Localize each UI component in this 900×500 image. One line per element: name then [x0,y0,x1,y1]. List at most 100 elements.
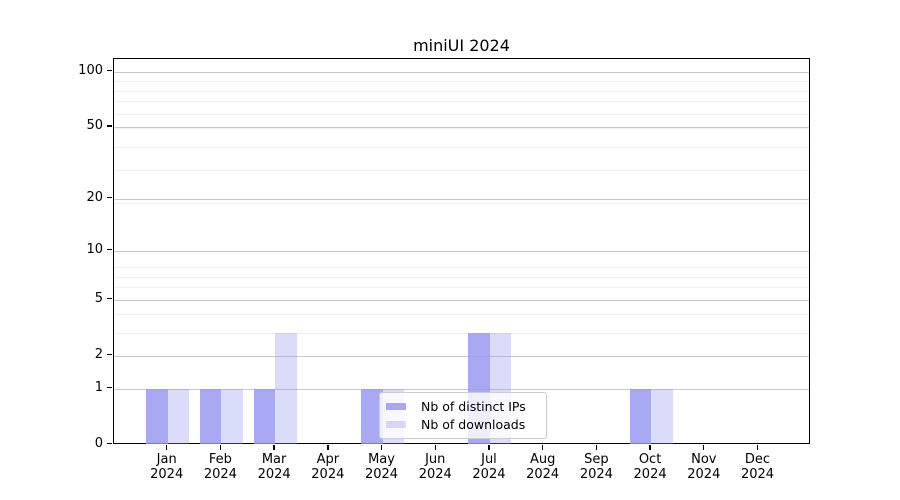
major-gridline [114,71,809,73]
bar-downloads [275,332,297,445]
x-tick-year: 2024 [687,466,721,482]
x-tick [273,444,275,450]
legend-swatch-downloads [386,420,406,428]
minor-gridline [114,202,809,204]
bar-distinct-ips [629,388,652,445]
x-tick-month: May [368,452,395,467]
major-gridline [114,355,809,357]
x-tick [649,444,651,450]
minor-gridline [114,128,809,130]
x-tick-label: Mar 2024 [247,452,301,482]
y-tick-label: 5 [94,291,103,307]
major-gridline [114,126,809,128]
x-tick-month: Dec [744,452,771,467]
x-tick [327,444,329,450]
x-tick [756,444,759,450]
minor-gridline [114,169,809,171]
minor-gridline [114,113,809,115]
x-tick-year: 2024 [311,466,345,482]
x-tick-month: Jul [481,452,497,467]
x-tick-label: Oct 2024 [623,452,677,482]
minor-gridline [114,146,809,148]
y-tick-label: 100 [78,63,103,79]
y-tick-label: 10 [86,242,103,258]
x-tick-year: 2024 [418,466,452,482]
bar-distinct-ips [146,388,168,445]
major-gridline [114,299,809,301]
x-tick [434,444,436,450]
x-tick-month: Mar [261,452,287,467]
x-tick-year: 2024 [740,466,775,482]
x-tick-label: Nov 2024 [677,452,731,482]
x-tick [166,444,168,450]
bar-downloads [167,388,190,445]
x-tick [541,444,544,450]
major-gridline [114,388,809,390]
x-tick-year: 2024 [633,466,667,482]
minor-gridline [114,101,809,103]
plot-area [113,58,810,445]
x-tick-label: Jun 2024 [408,452,462,482]
x-tick-year: 2024 [526,466,560,482]
y-tick [106,125,112,127]
legend-item-downloads: Nb of downloads [386,416,538,434]
x-tick-label: Dec 2024 [731,452,785,482]
legend-swatch-distinct-ips [386,403,406,411]
legend-label-downloads: Nb of downloads [421,416,526,432]
y-tick [106,249,112,251]
x-tick-label: Jan 2024 [140,452,194,482]
y-tick [106,298,112,300]
x-tick-year: 2024 [150,466,184,482]
y-tick-label: 20 [86,190,103,206]
minor-gridline [114,90,809,92]
minor-gridline [114,267,809,268]
bar-downloads [651,388,673,445]
x-tick-label: May 2024 [355,452,409,482]
x-tick-year: 2024 [579,466,613,482]
y-tick [106,354,112,356]
bar-downloads [221,388,243,445]
x-tick-year: 2024 [364,466,399,482]
legend-label-distinct-ips: Nb of distinct IPs [421,399,526,415]
y-tick [106,386,112,389]
bar-distinct-ips [253,388,276,445]
major-gridline [114,198,809,200]
x-tick [488,444,490,450]
x-tick-month: Sep [584,452,609,467]
legend: Nb of distinct IPs Nb of downloads [379,392,547,439]
minor-gridline [114,81,809,82]
y-tick [106,442,112,445]
x-tick-month: Nov [691,452,717,467]
minor-gridline [114,287,809,289]
x-tick-label: Feb 2024 [193,452,247,482]
x-tick-label: Sep 2024 [569,452,623,482]
y-tick-label: 50 [86,118,103,134]
x-tick-month: Oct [638,452,662,467]
minor-gridline [114,314,809,316]
y-tick [106,69,112,72]
x-tick-label: Apr 2024 [301,452,355,482]
x-tick-year: 2024 [203,466,237,482]
chart-title: miniUI 2024 [413,36,510,55]
x-tick-label: Aug 2024 [516,452,570,482]
y-tick-label: 0 [94,436,103,451]
bar-distinct-ips [199,388,222,445]
x-tick-month: Aug [529,452,556,467]
major-gridline [114,250,809,252]
x-tick-year: 2024 [257,466,291,482]
x-tick-label: Jul 2024 [462,452,516,482]
x-tick [219,444,222,450]
minor-gridline [114,332,809,334]
y-tick [106,196,112,199]
x-tick [595,444,598,450]
x-tick [703,444,705,450]
x-tick-month: Feb [208,452,232,467]
x-tick-year: 2024 [472,466,506,482]
x-tick-month: Jan [156,452,177,467]
x-tick [380,444,383,450]
x-tick-month: Apr [316,452,340,467]
legend-item-distinct-ips: Nb of distinct IPs [386,398,538,416]
y-tick-label: 1 [94,380,103,395]
bar-distinct-ips [361,388,383,445]
